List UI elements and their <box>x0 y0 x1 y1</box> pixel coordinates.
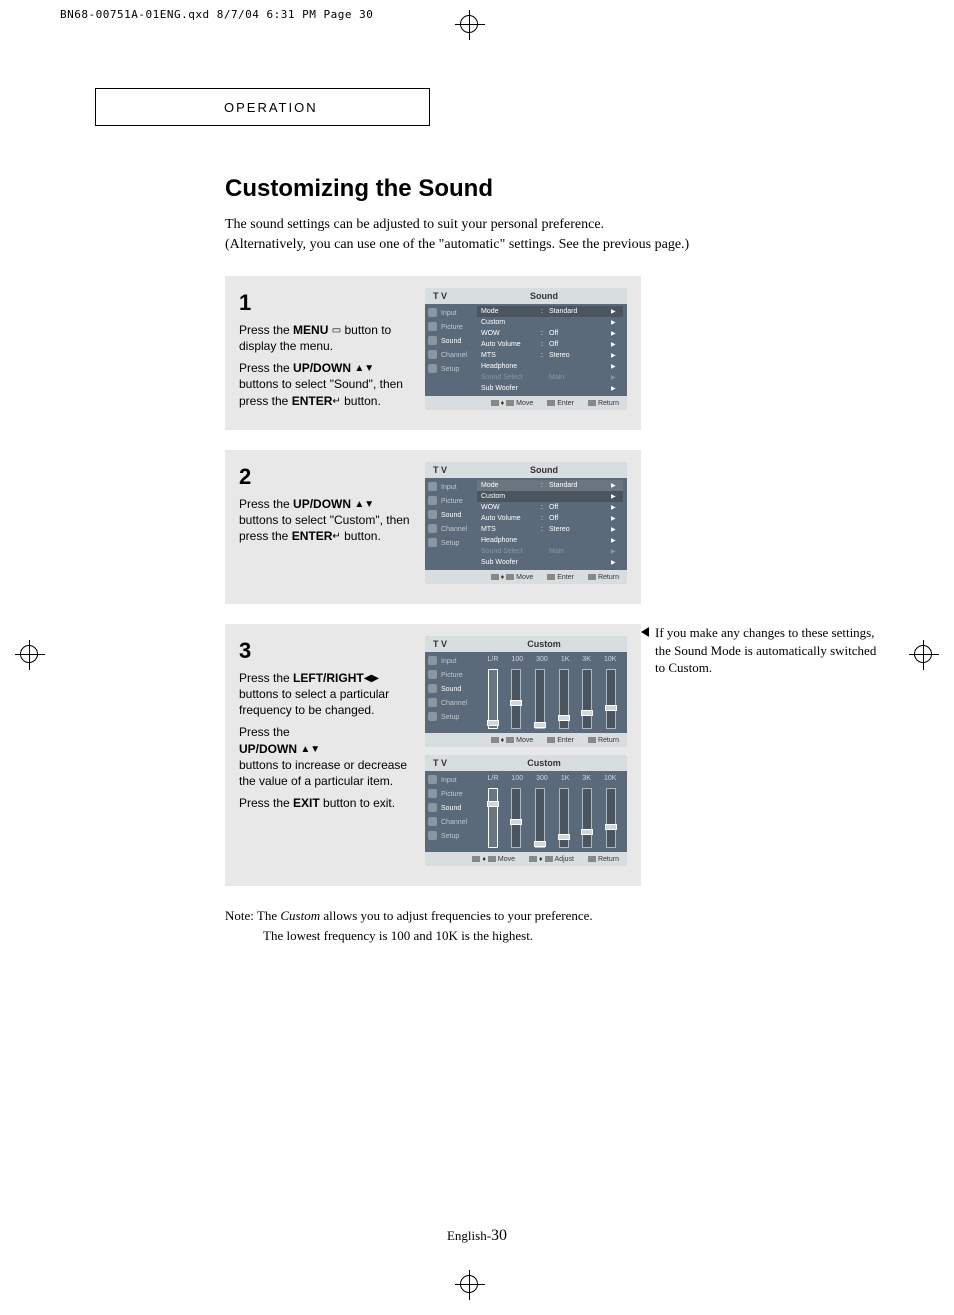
enter-icon: ↵ <box>332 531 340 542</box>
triangle-left-icon <box>641 627 649 637</box>
note-text: Note: The Custom allows you to adjust fr… <box>225 906 895 945</box>
step-number: 3 <box>239 636 411 666</box>
menu-screenshot-3: T VCustom Input Picture Sound Channel Se… <box>425 636 627 874</box>
menu-screenshot-1: T VSound Input Picture Sound Channel Set… <box>425 288 627 418</box>
crop-mark-icon <box>909 640 939 670</box>
equalizer-a: L/R1003001K3K10K <box>477 652 627 733</box>
step-2: 2 Press the UP/DOWN ▲▼ buttons to select… <box>225 450 641 604</box>
step-number: 2 <box>239 462 411 492</box>
updown-icon: ▲▼ <box>354 363 374 374</box>
menu-screenshot-2: T VSound Input Picture Sound Channel Set… <box>425 462 627 592</box>
crop-mark-icon <box>455 10 485 40</box>
crop-mark-icon <box>455 1270 485 1300</box>
intro-text: The sound settings can be adjusted to su… <box>225 215 895 254</box>
side-note: If you make any changes to these setting… <box>655 624 885 677</box>
updown-icon: ▲▼ <box>300 744 320 755</box>
section-label: OPERATION <box>95 88 430 126</box>
menu-icon: ▭ <box>332 325 341 336</box>
page-title: Customizing the Sound <box>225 175 895 203</box>
leftright-icon: ◀▶ <box>364 673 379 684</box>
equalizer-b: L/R1003001K3K10K <box>477 771 627 852</box>
enter-icon: ↵ <box>332 396 340 407</box>
step-3: 3 Press the LEFT/RIGHT◀▶ buttons to sele… <box>225 624 641 886</box>
step-1: 1 Press the MENU ▭ button to display the… <box>225 276 641 430</box>
updown-icon: ▲▼ <box>354 499 374 510</box>
step-number: 1 <box>239 288 411 318</box>
page-footer: English-30 <box>0 1227 954 1245</box>
crop-mark-icon <box>15 640 45 670</box>
